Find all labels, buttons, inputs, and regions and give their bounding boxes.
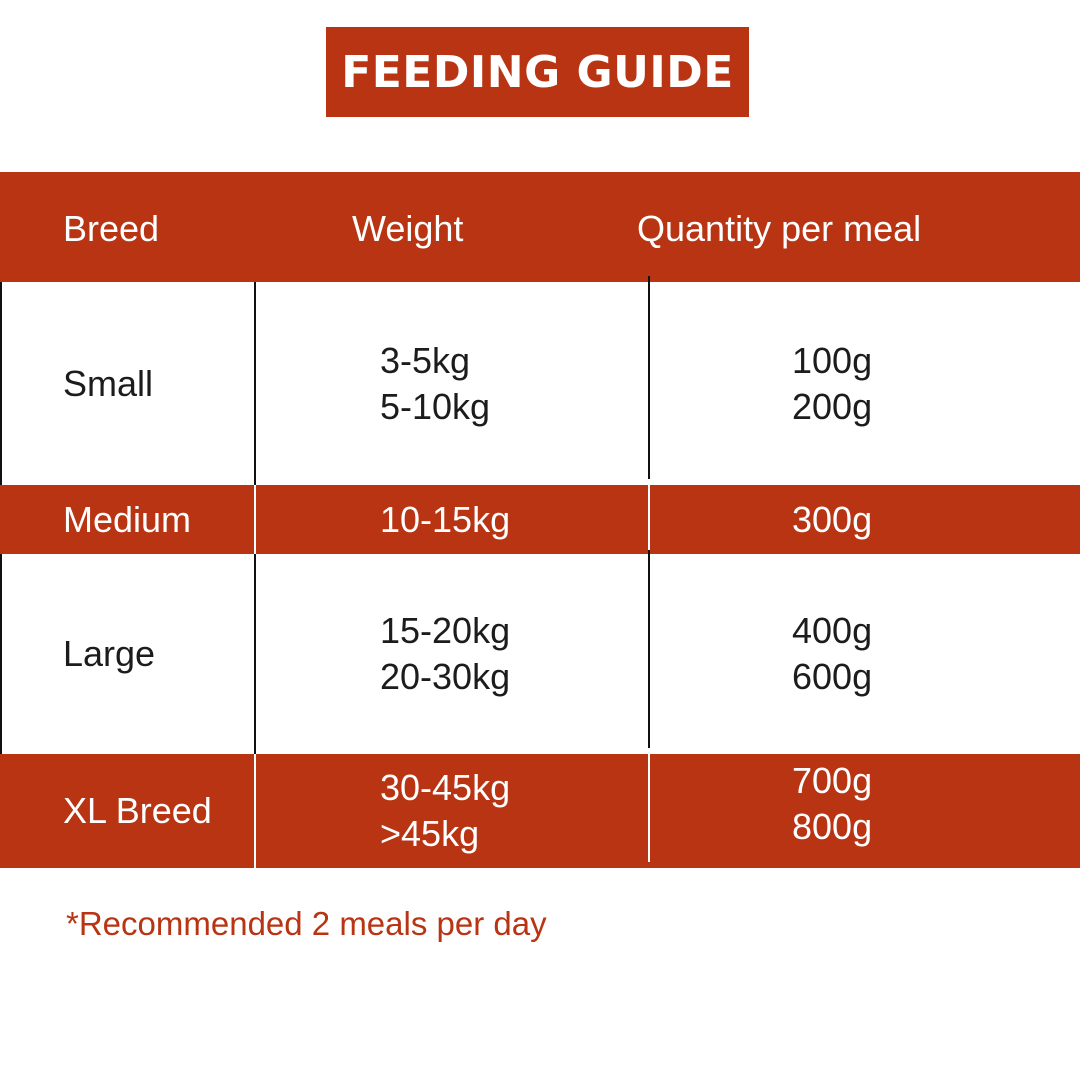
breed-label: Large (63, 633, 156, 674)
table-border-left (0, 282, 2, 485)
weight-value: 30-45kg (380, 767, 511, 808)
table-row: Medium 10-15kg 300g (0, 485, 1080, 554)
weight-value: 10-15kg (380, 498, 511, 540)
table-row: Small 3-5kg 5-10kg 100g 200g (0, 282, 1080, 485)
quantity-cell: 100g 200g (792, 282, 872, 485)
table-header: Breed Weight Quantity per meal (0, 172, 1080, 282)
breed-label: Small (63, 362, 154, 404)
weight-cell: 3-5kg 5-10kg (380, 282, 490, 485)
weight-cell: 30-45kg >45kg (380, 754, 510, 868)
weight-cell: 10-15kg (380, 485, 510, 554)
column-divider (254, 554, 256, 754)
weight-value: 5-10kg (380, 385, 491, 427)
page-title: FEEDING GUIDE (341, 46, 734, 98)
table-row: Large 15-20kg 20-30kg 400g 600g (0, 554, 1080, 754)
column-divider (648, 754, 650, 862)
column-divider (648, 276, 650, 479)
breed-cell: Small (63, 282, 153, 485)
quantity-value: 600g (792, 656, 873, 697)
quantity-cell: 400g 600g (792, 554, 872, 754)
breed-cell: Large (63, 554, 155, 754)
column-divider (254, 282, 256, 485)
table-row: XL Breed 30-45kg >45kg 700g 800g (0, 754, 1080, 868)
header-weight: Weight (352, 208, 464, 249)
quantity-value: 700g (792, 760, 873, 801)
breed-label: XL Breed (63, 790, 212, 831)
quantity-cell: 700g 800g (792, 754, 872, 850)
header-quantity: Quantity per meal (637, 208, 922, 249)
quantity-value: 100g (792, 339, 873, 381)
title-banner: FEEDING GUIDE (326, 27, 749, 117)
header-breed: Breed (63, 208, 160, 249)
column-divider (254, 485, 256, 554)
quantity-value: 300g (792, 498, 873, 540)
quantity-value: 200g (792, 385, 873, 427)
weight-value: 3-5kg (380, 339, 471, 381)
weight-value: 20-30kg (380, 656, 511, 697)
weight-value: >45kg (380, 813, 480, 854)
column-divider (648, 550, 650, 748)
column-divider (254, 754, 256, 868)
quantity-value: 800g (792, 806, 873, 847)
weight-cell: 15-20kg 20-30kg (380, 554, 510, 754)
breed-label: Medium (63, 498, 192, 540)
column-divider (648, 485, 650, 554)
feeding-table: Breed Weight Quantity per meal Small 3-5… (0, 172, 1080, 868)
breed-cell: XL Breed (63, 754, 212, 868)
table-border-left (0, 554, 2, 754)
quantity-cell: 300g (792, 485, 872, 554)
weight-value: 15-20kg (380, 610, 511, 651)
recommendation-note: *Recommended 2 meals per day (66, 905, 547, 942)
breed-cell: Medium (63, 485, 191, 554)
quantity-value: 400g (792, 610, 873, 651)
